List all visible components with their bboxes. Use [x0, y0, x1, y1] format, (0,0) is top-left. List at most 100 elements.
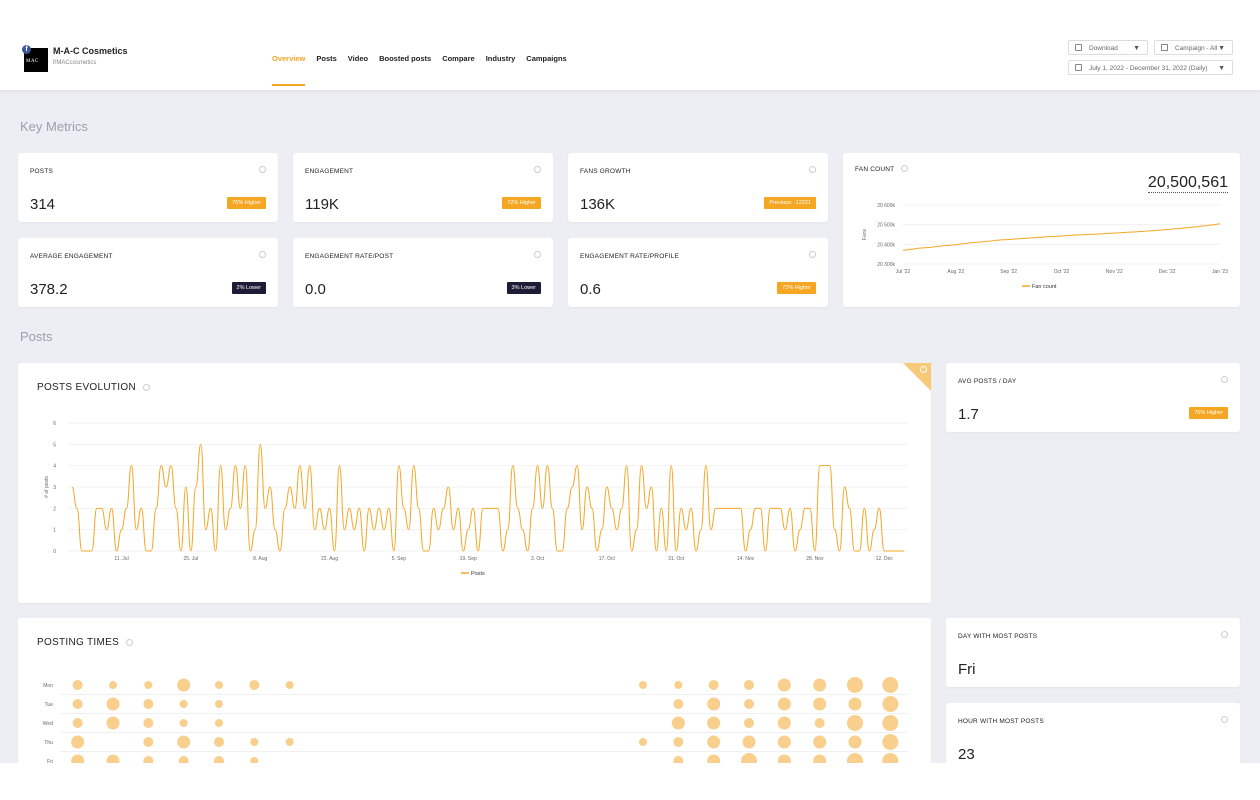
posting-time-bubble — [741, 753, 757, 763]
facebook-icon: f — [22, 45, 31, 54]
download-button[interactable]: Download ▼ — [1068, 40, 1148, 55]
info-icon[interactable] — [1221, 716, 1228, 723]
posts-x-tick: 22. Aug — [321, 556, 338, 562]
brand-logo-text: MAC — [26, 59, 39, 64]
info-icon[interactable] — [901, 165, 908, 172]
posts-x-tick: 3. Oct — [531, 556, 545, 562]
posting-time-bubble — [744, 680, 754, 690]
posting-time-bubble — [671, 716, 685, 730]
date-range-picker[interactable]: July 1, 2022 - December 31, 2022 (Daily)… — [1068, 60, 1233, 75]
posting-time-bubble — [847, 753, 863, 763]
calendar-icon — [1075, 64, 1082, 71]
metric-label: ENGAGEMENT — [305, 168, 354, 175]
info-icon[interactable] — [809, 251, 816, 258]
info-icon[interactable] — [259, 166, 266, 173]
posting-time-bubble — [215, 719, 223, 727]
info-icon[interactable] — [259, 251, 266, 258]
posting-times-card: POSTING TIMES Mon Tue Wed Thu Fri — [18, 618, 931, 763]
tab-industry[interactable]: Industry — [485, 54, 516, 63]
tab-overview[interactable]: Overview — [272, 38, 306, 90]
posting-time-bubble — [848, 735, 862, 749]
posts-section-title: Posts — [20, 329, 53, 344]
posts-x-tick: 8. Aug — [253, 556, 267, 562]
posting-time-bubble — [639, 738, 647, 746]
fan-y-axis-label: Fans — [862, 228, 868, 240]
zoom-corner[interactable] — [903, 363, 931, 391]
times-day-label: Tue — [45, 702, 54, 708]
posts-legend-label: Posts — [471, 571, 485, 577]
posting-time-bubble — [673, 756, 684, 763]
search-icon[interactable] — [920, 366, 927, 373]
tab-compare[interactable]: Compare — [442, 54, 475, 63]
fan-count-line — [902, 223, 1221, 251]
info-icon[interactable] — [1221, 376, 1228, 383]
chevron-down-icon: ▼ — [1218, 45, 1225, 52]
posting-time-bubble — [848, 697, 862, 711]
posting-time-bubble — [813, 735, 827, 749]
key-metrics-title: Key Metrics — [20, 119, 88, 134]
posting-time-bubble — [72, 718, 83, 728]
posts-evolution-title: POSTS EVOLUTION — [37, 382, 150, 393]
posting-time-bubble — [215, 681, 223, 689]
posts-y-tick: 4 — [53, 464, 56, 470]
posts-y-tick: 5 — [53, 442, 56, 448]
posting-time-bubble — [215, 700, 223, 708]
posting-time-bubble — [882, 715, 899, 731]
info-icon[interactable] — [534, 166, 541, 173]
tab-boosted-posts[interactable]: Boosted posts — [379, 54, 432, 63]
posts-y-tick: 2 — [53, 506, 56, 512]
info-icon[interactable] — [142, 384, 150, 391]
posting-time-bubble — [777, 754, 791, 763]
avg-posts-card: AVG POSTS / DAY 1.7 76% Higher — [946, 363, 1240, 432]
posting-time-bubble — [847, 715, 863, 731]
times-day-label: Mon — [43, 683, 53, 689]
chevron-down-icon: ▼ — [1133, 45, 1140, 52]
posting-time-bubble — [179, 700, 188, 708]
comparison-badge: Previous: -12221 — [764, 197, 816, 209]
posting-time-bubble — [777, 678, 791, 692]
metric-card-engagement: ENGAGEMENT 119K 72% Higher — [293, 153, 553, 222]
campaign-label: Campaign - All — [1175, 45, 1218, 52]
info-icon[interactable] — [534, 251, 541, 258]
fan-y-tick: 20 600k — [877, 203, 895, 209]
posting-time-bubble — [742, 735, 756, 749]
fan-count-label: FAN COUNT — [855, 166, 895, 173]
posting-time-bubble — [250, 738, 259, 746]
posts-line — [71, 443, 904, 552]
posts-x-tick: 14. Nov — [737, 556, 755, 562]
posts-x-tick: 17. Oct — [599, 556, 616, 562]
fan-x-tick: Sep '22 — [1000, 269, 1017, 275]
campaign-select[interactable]: Campaign - All ▼ — [1154, 40, 1233, 55]
day-most-posts-label: DAY WITH MOST POSTS — [958, 633, 1038, 640]
posts-x-tick: 5. Sep — [392, 556, 407, 562]
bookmark-icon — [1161, 44, 1168, 51]
fan-count-card: FAN COUNT 20,500,561 20 300k 20 400k 20 50… — [843, 153, 1240, 307]
metric-value: 0.6 — [580, 281, 601, 298]
posting-time-bubble — [882, 677, 899, 693]
posting-time-bubble — [744, 699, 754, 709]
info-icon[interactable] — [126, 639, 134, 646]
info-icon[interactable] — [1221, 631, 1228, 638]
posting-time-bubble — [72, 699, 83, 709]
posts-x-tick: 19. Sep — [460, 556, 477, 562]
posting-times-title: POSTING TIMES — [37, 637, 134, 648]
hour-most-posts-value: 23 — [958, 746, 975, 763]
metric-label: ENGAGEMENT RATE/POST — [305, 253, 394, 260]
metric-card-engagement-rate-post: ENGAGEMENT RATE/POST 0.0 3% Lower — [293, 238, 553, 307]
tab-posts[interactable]: Posts — [316, 54, 337, 63]
posting-time-bubble — [109, 681, 117, 689]
fan-x-tick: Jul '22 — [896, 269, 911, 275]
posts-evolution-chart: 0 1 2 3 4 5 6 # of posts 11. Jul 25. Jul 8. Aug 22.… — [44, 421, 908, 577]
posts-evolution-title-text: POSTS EVOLUTION — [37, 382, 136, 393]
posting-time-bubble — [707, 754, 721, 763]
info-icon[interactable] — [809, 166, 816, 173]
posts-y-tick: 3 — [53, 485, 56, 491]
metric-card-fans-growth: FANS GROWTH 136K Previous: -12221 — [568, 153, 828, 222]
posting-time-bubble — [106, 754, 120, 763]
posting-times-title-text: POSTING TIMES — [37, 637, 120, 648]
metric-value: 378.2 — [30, 281, 68, 298]
times-day-label: Thu — [44, 740, 53, 746]
tab-campaigns[interactable]: Campaigns — [526, 54, 567, 63]
tab-video[interactable]: Video — [347, 54, 369, 63]
metric-card-posts: POSTS 314 76% Higher — [18, 153, 278, 222]
